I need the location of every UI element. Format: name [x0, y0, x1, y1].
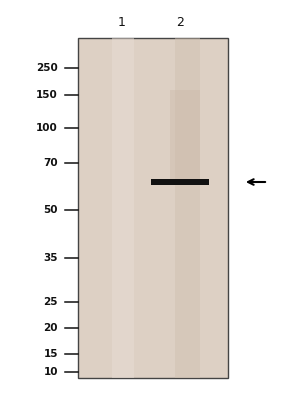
Text: 35: 35 [43, 253, 58, 263]
Bar [170, 90, 200, 185]
Bar [78, 38, 228, 378]
Text: 1: 1 [118, 16, 126, 28]
Text: 10: 10 [43, 367, 58, 377]
Text: 2: 2 [176, 16, 184, 28]
Text: 20: 20 [43, 323, 58, 333]
Bar [151, 179, 209, 185]
Bar [112, 38, 134, 378]
Text: 150: 150 [36, 90, 58, 100]
Text: 70: 70 [43, 158, 58, 168]
Text: 15: 15 [43, 349, 58, 359]
Text: 250: 250 [36, 63, 58, 73]
Text: 25: 25 [43, 297, 58, 307]
Bar [175, 38, 200, 378]
Text: 50: 50 [43, 205, 58, 215]
Text: 100: 100 [36, 123, 58, 133]
